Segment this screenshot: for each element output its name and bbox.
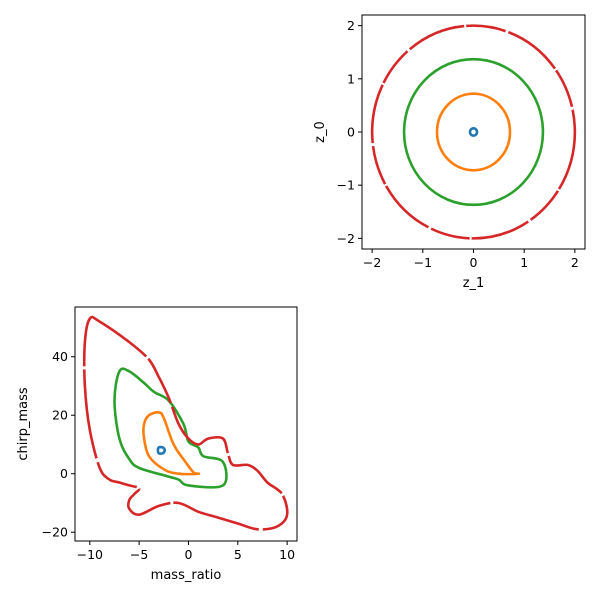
x-tick-label: −10 (77, 547, 103, 562)
x-tick-label: 10 (279, 547, 295, 562)
x-tick-label: 1 (520, 255, 528, 270)
axes-frame (361, 14, 586, 250)
y-tick-label: −1 (337, 178, 355, 193)
series-contour-3 (82, 315, 289, 531)
y-axis-label: z_0 (313, 121, 328, 143)
x-axis-label: mass_ratio (151, 568, 222, 583)
y-tick-label: 0 (60, 466, 68, 481)
x-tick-label: −2 (363, 255, 381, 270)
chart-panel-top-right: −2 −1 0 1 2 −2 −1 0 1 2 z_1 z_0 (313, 14, 586, 291)
x-tick-label: 5 (234, 547, 242, 562)
series-contour-1 (435, 92, 512, 172)
series-group (82, 315, 289, 531)
y-tick-label: 1 (347, 71, 355, 86)
y-tick-label: 2 (347, 18, 355, 33)
y-tick-label: 0 (347, 125, 355, 140)
series-contour-2 (113, 367, 228, 489)
x-tick-label: 2 (571, 255, 579, 270)
x-axis-label: z_1 (463, 276, 485, 291)
y-axis-label: chirp_mass (16, 387, 31, 460)
series-group (370, 24, 577, 240)
series-contour-1 (142, 410, 201, 476)
series-contour-3 (370, 24, 577, 240)
y-tick-label: −2 (337, 231, 355, 246)
y-tick-label: 40 (52, 349, 68, 364)
x-tick-label: −1 (414, 255, 432, 270)
series-contour-0 (156, 445, 167, 455)
x-tick-label: 0 (184, 547, 192, 562)
x-tick-label: 0 (470, 255, 478, 270)
x-tick-label: −5 (130, 547, 148, 562)
chart-panel-bottom-left: −10 −5 0 5 10 −20 0 20 40 mass_ratio chirp_mass (16, 306, 298, 583)
axes-frame (74, 306, 298, 542)
series-contour-2 (402, 57, 545, 207)
y-tick-label: 20 (52, 408, 68, 423)
series-contour-0 (468, 126, 479, 138)
y-tick-label: −20 (42, 525, 68, 540)
